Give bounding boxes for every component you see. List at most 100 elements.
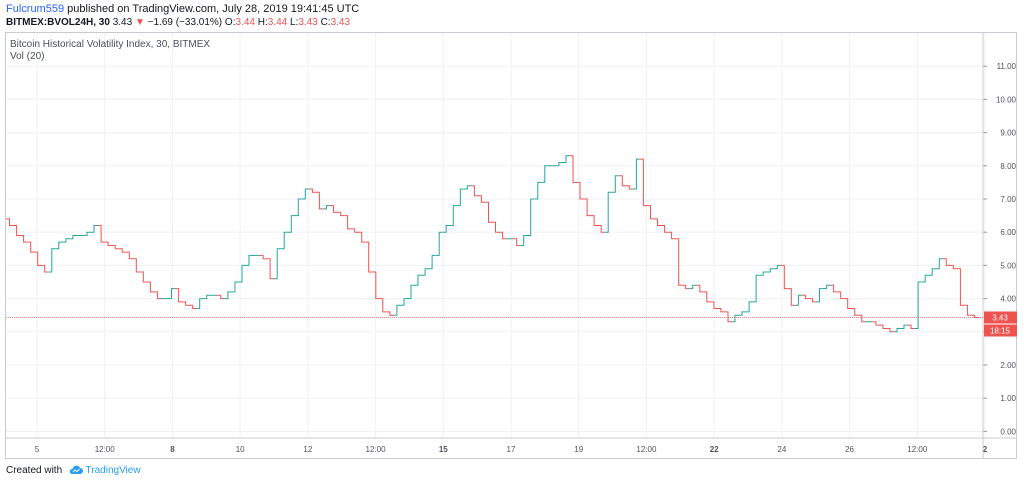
series-segment <box>745 301 753 313</box>
close-value: 3.43 <box>330 17 351 28</box>
series-segment <box>485 201 492 223</box>
series-segment <box>513 238 521 246</box>
x-tick-label: 12 <box>303 445 312 454</box>
tradingview-cloud-logo-icon[interactable] <box>69 465 83 478</box>
series-segment <box>837 291 845 300</box>
series-segment <box>689 284 697 290</box>
series-segment <box>555 162 563 167</box>
series-segment <box>647 205 654 220</box>
series-segment <box>400 298 408 306</box>
series-segment <box>414 274 422 286</box>
chart-title[interactable]: Bitcoin Historical Volatility Index, 30,… <box>10 39 211 50</box>
y-tick-label: 11.00 <box>997 62 1017 71</box>
series-segment <box>675 238 683 286</box>
series-layer <box>6 155 978 333</box>
tradingview-brand-link[interactable]: TradingView <box>85 465 141 476</box>
series-segment <box>682 284 690 290</box>
series-segment <box>139 271 147 283</box>
series-segment <box>132 258 140 273</box>
series-segment <box>301 188 309 200</box>
x-tick-label: 12:00 <box>636 445 657 454</box>
series-segment <box>731 314 739 323</box>
series-segment <box>625 185 633 190</box>
series-segment <box>168 288 175 300</box>
series-segment <box>146 281 154 293</box>
x-tick-label: 19 <box>574 445 583 454</box>
low-value: 3.43 <box>298 17 318 28</box>
series-segment <box>83 231 91 236</box>
series-segment <box>942 258 950 266</box>
x-tick-label: 2 <box>983 445 988 454</box>
series-segment <box>280 231 288 250</box>
series-segment <box>337 211 345 217</box>
last-price-badge <box>984 311 1017 324</box>
series-segment <box>900 324 908 329</box>
series-segment <box>48 248 56 273</box>
series-segment <box>351 228 359 233</box>
series-segment <box>266 258 274 280</box>
axis-layer: 0.001.002.003.004.005.006.007.008.009.00… <box>6 33 1017 459</box>
series-segment <box>886 328 894 333</box>
series-segment <box>527 198 535 236</box>
series-segment <box>379 298 387 313</box>
series-segment <box>921 274 929 283</box>
high-label: H: <box>257 17 268 28</box>
series-segment <box>372 271 380 300</box>
series-segment <box>830 284 838 293</box>
series-segment <box>90 225 98 233</box>
series-segment <box>632 158 640 190</box>
x-tick-label: 26 <box>845 445 854 454</box>
series-segment <box>668 231 676 240</box>
series-segment <box>182 301 190 306</box>
series-segment <box>576 181 584 200</box>
series-segment <box>238 264 246 283</box>
y-tick-label: 0.00 <box>1000 427 1016 436</box>
series-segment <box>816 288 823 303</box>
y-tick-label: 9.00 <box>1000 129 1016 138</box>
series-segment <box>703 291 711 303</box>
series-segment <box>492 221 499 233</box>
volume-indicator-label[interactable]: Vol (20) <box>10 51 45 62</box>
x-tick-label: 8 <box>170 445 175 454</box>
high-value: 3.44 <box>267 17 288 28</box>
series-segment <box>217 294 225 300</box>
y-tick-label: 1.00 <box>1000 394 1016 403</box>
series-segment <box>358 231 366 243</box>
series-segment <box>590 215 598 226</box>
x-tick-label: 5 <box>35 445 40 454</box>
series-segment <box>470 185 478 197</box>
grid-layer <box>6 33 986 438</box>
series-segment <box>618 175 626 187</box>
series-segment <box>189 304 197 309</box>
author-link[interactable]: Fulcrum559 <box>6 3 65 15</box>
series-segment <box>639 158 647 207</box>
series-segment <box>477 195 485 203</box>
series-segment <box>463 185 471 190</box>
chart-frame <box>5 32 1017 459</box>
series-segment <box>55 241 63 250</box>
series-segment <box>259 254 267 260</box>
y-tick-label: 5.00 <box>1000 261 1016 270</box>
series-segment <box>851 308 859 316</box>
countdown-badge <box>984 324 1017 337</box>
series-segment <box>654 218 661 226</box>
quote-line: BITMEX:BVOL24H, 30 3.43 ▼ −1.69 (−33.01%… <box>6 17 350 28</box>
series-segment <box>604 191 612 233</box>
series-segment <box>569 155 577 183</box>
series-segment <box>41 264 49 273</box>
countdown-label: 18:15 <box>990 326 1011 335</box>
series-segment <box>794 294 802 306</box>
price-change: −1.69 (−33.01%) <box>147 17 223 28</box>
symbol-label: BITMEX:BVOL24H, 30 <box>6 17 110 28</box>
x-tick-label: 15 <box>439 445 448 454</box>
series-segment <box>273 248 281 280</box>
published-text: published on TradingView.com, July 28, 2… <box>67 3 360 15</box>
series-segment <box>435 231 443 256</box>
x-tick-label: 12:00 <box>366 445 387 454</box>
y-tick-label: 2.00 <box>1000 361 1016 370</box>
series-segment <box>365 241 373 273</box>
series-segment <box>534 181 542 200</box>
created-with-text: Created with <box>6 465 63 476</box>
series-segment <box>583 198 591 217</box>
